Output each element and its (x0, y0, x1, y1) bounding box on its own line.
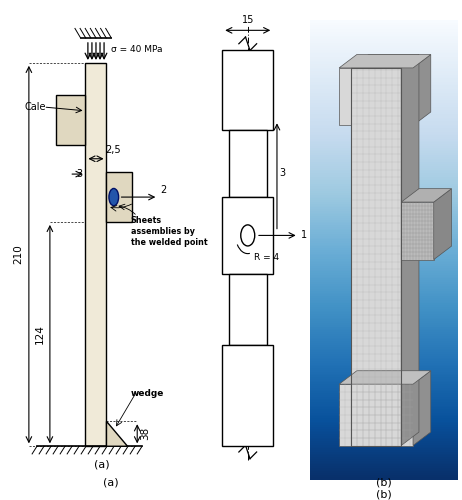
Text: 3: 3 (280, 168, 286, 178)
Text: (a): (a) (94, 459, 109, 469)
Text: 124: 124 (35, 324, 45, 344)
Polygon shape (401, 188, 451, 202)
Text: 210: 210 (13, 244, 23, 264)
Bar (351, 68, 401, 446)
Bar (222, 50, 273, 130)
Polygon shape (434, 188, 451, 260)
Text: wedge: wedge (131, 389, 164, 398)
Text: 15: 15 (242, 14, 254, 24)
Polygon shape (413, 371, 431, 446)
Bar (229, 130, 267, 197)
Polygon shape (401, 202, 434, 260)
Polygon shape (413, 54, 431, 126)
Polygon shape (351, 54, 419, 68)
Polygon shape (339, 384, 413, 446)
Text: (b): (b) (376, 478, 391, 488)
Bar (229, 274, 267, 344)
Polygon shape (339, 371, 431, 384)
Circle shape (241, 225, 255, 246)
Text: 1: 1 (301, 230, 307, 240)
Text: 2,5: 2,5 (106, 145, 122, 155)
Bar (85, 63, 106, 446)
Polygon shape (339, 68, 413, 126)
Text: Cale: Cale (24, 102, 46, 112)
Polygon shape (401, 54, 419, 446)
Ellipse shape (109, 188, 119, 206)
Bar (222, 344, 273, 446)
Bar (222, 197, 273, 274)
Polygon shape (351, 68, 401, 446)
Text: σ = 40 MPa: σ = 40 MPa (111, 45, 163, 54)
Text: (a): (a) (103, 478, 119, 488)
Bar (106, 172, 132, 222)
Text: 2: 2 (160, 185, 166, 195)
Text: 3: 3 (76, 169, 82, 179)
Polygon shape (339, 54, 431, 68)
Bar (56, 96, 85, 146)
Polygon shape (106, 422, 128, 446)
Text: (b): (b) (376, 490, 391, 500)
Text: Sheets
assemblies by
the welded point: Sheets assemblies by the welded point (131, 216, 207, 248)
Text: 38: 38 (140, 427, 151, 440)
Text: R = 4: R = 4 (254, 252, 279, 262)
